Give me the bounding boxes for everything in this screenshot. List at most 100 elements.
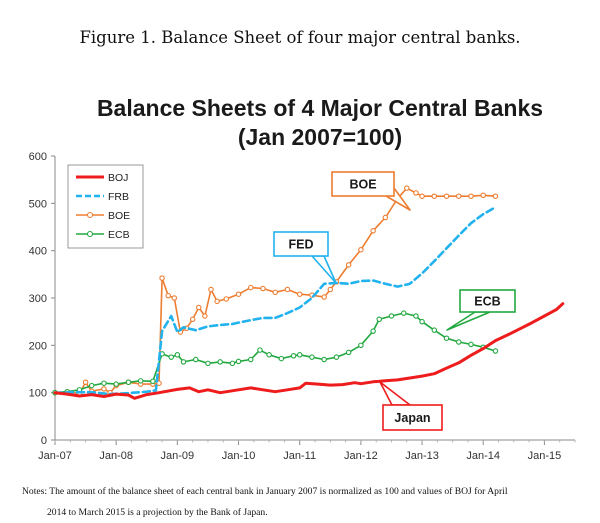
series-line-ecb <box>54 312 497 394</box>
legend-label-frb: FRB <box>108 191 129 203</box>
callout-fed-label: FED <box>289 238 314 252</box>
series-point-boe <box>419 193 425 199</box>
x-tick-label: Jan-13 <box>405 450 439 462</box>
series-line-boj <box>53 302 565 400</box>
legend-label-ecb: ECB <box>108 229 130 241</box>
series-point-ecb <box>321 356 327 363</box>
series-point-ecb <box>205 360 211 367</box>
series-line-frb <box>53 205 497 396</box>
series-point-boe <box>82 379 89 386</box>
series-point-ecb <box>370 328 376 334</box>
series-point-boe <box>159 275 165 281</box>
series-point-ecb <box>180 359 187 365</box>
x-tick-label: Jan-10 <box>222 450 256 462</box>
series-point-ecb <box>125 379 132 386</box>
series-point-boe <box>171 295 178 301</box>
x-tick-label: Jan-11 <box>283 450 316 462</box>
series-point-boe <box>468 193 474 199</box>
callout-japan-pointer <box>379 381 411 406</box>
y-tick-label: 0 <box>41 435 47 447</box>
x-tick-label: Jan-09 <box>161 450 195 462</box>
series-point-ecb <box>278 355 285 362</box>
legend-marker-boe <box>86 211 94 219</box>
series-point-boe <box>196 304 202 311</box>
series-point-ecb <box>492 348 499 354</box>
series-point-ecb <box>150 378 156 385</box>
series-point-ecb <box>101 380 107 386</box>
callout-fed-pointer <box>311 255 337 284</box>
x-tick-label: Jan-12 <box>344 450 378 462</box>
series-point-ecb <box>229 360 236 367</box>
series-point-boe <box>189 316 196 323</box>
series-point-boe <box>202 313 208 319</box>
chart-title: Balance Sheets of 4 Major Central Banks … <box>40 94 600 152</box>
series-point-boe <box>223 296 230 302</box>
chart-notes: Notes: The amount of the balance sheet o… <box>22 481 592 523</box>
series-point-ecb <box>468 341 474 348</box>
series-point-ecb <box>333 354 340 360</box>
series-point-ecb <box>376 316 382 323</box>
series-point-ecb <box>217 359 223 365</box>
series-point-boe <box>101 386 107 392</box>
y-tick-label: 300 <box>29 293 47 305</box>
series-point-ecb <box>431 327 438 333</box>
x-tick-label: Jan-08 <box>99 450 133 462</box>
y-tick-label: 600 <box>29 151 47 163</box>
y-tick-label: 100 <box>29 388 47 400</box>
series-point-boe <box>235 291 242 297</box>
series-point-ecb <box>192 356 199 363</box>
series-point-ecb <box>113 381 119 387</box>
series-point-ecb <box>358 342 364 349</box>
series-point-boe <box>431 193 438 199</box>
series-point-boe <box>480 192 486 199</box>
series-point-ecb <box>168 354 174 360</box>
series-point-ecb <box>443 335 450 341</box>
legend-label-boe: BOE <box>108 210 130 222</box>
y-tick-label: 400 <box>29 246 47 258</box>
callout-ecb-pointer <box>446 311 491 331</box>
series-point-ecb <box>174 352 181 358</box>
x-tick-label: Jan-14 <box>466 450 500 462</box>
series-point-boe <box>456 193 462 199</box>
series-point-boe <box>358 246 364 253</box>
callout-japan-box <box>382 404 443 431</box>
series-point-boe <box>382 214 389 221</box>
figure-caption: Figure 1. Balance Sheet of four major ce… <box>79 28 521 47</box>
x-tick-label: Jan-15 <box>528 450 562 462</box>
series-point-boe <box>492 193 499 199</box>
y-tick-label: 200 <box>29 340 47 352</box>
chart-title-line1: Balance Sheets of 4 Major Central Banks <box>96 95 544 121</box>
series-point-boe <box>296 291 303 297</box>
callout-ecb-label: ECB <box>474 295 500 309</box>
series-point-ecb <box>235 358 242 365</box>
legend-marker-ecb <box>86 230 94 238</box>
callout-fed-box <box>273 231 329 257</box>
series-point-boe <box>413 190 419 196</box>
callout-ecb-box <box>459 289 516 313</box>
chart-title-line2: (Jan 2007=100) <box>237 124 403 150</box>
series-point-ecb <box>388 313 395 319</box>
series-point-ecb <box>345 349 352 356</box>
series-point-boe <box>248 284 254 291</box>
series-point-ecb <box>456 339 462 345</box>
callout-boe-label: BOE <box>349 178 376 192</box>
series-point-ecb <box>266 352 272 358</box>
series-point-boe <box>284 286 291 293</box>
notes-line1: Notes: The amount of the balance sheet o… <box>22 486 508 497</box>
series-point-boe <box>272 289 278 296</box>
y-tick-label: 500 <box>29 198 47 210</box>
series-point-ecb <box>400 310 407 316</box>
series-point-ecb <box>413 313 419 319</box>
series-point-ecb <box>137 378 144 384</box>
series-point-ecb <box>88 382 95 389</box>
series-point-ecb <box>309 354 315 360</box>
callout-japan-label: Japan <box>394 411 430 425</box>
series-point-boe <box>214 298 220 305</box>
series-point-boe <box>260 285 266 292</box>
legend-label-boj: BOJ <box>108 172 128 184</box>
notes-line2: 2014 to March 2015 is a projection by th… <box>47 507 268 518</box>
series-point-boe <box>370 228 376 234</box>
callout-boe-box <box>331 171 395 197</box>
series-point-boe <box>321 294 327 300</box>
series-point-ecb <box>296 352 303 358</box>
